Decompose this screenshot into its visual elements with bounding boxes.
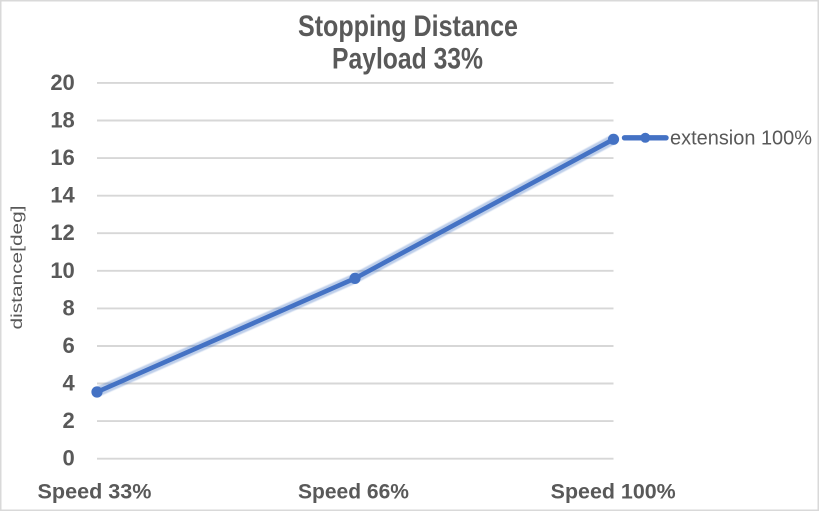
svg-text:6: 6 bbox=[63, 333, 75, 358]
svg-text:2: 2 bbox=[63, 408, 75, 433]
svg-text:16: 16 bbox=[50, 145, 74, 170]
svg-text:4: 4 bbox=[63, 371, 76, 396]
svg-text:0: 0 bbox=[63, 446, 75, 471]
svg-text:Speed 100%: Speed 100% bbox=[551, 481, 676, 504]
svg-text:8: 8 bbox=[63, 295, 75, 320]
svg-text:10: 10 bbox=[50, 258, 74, 283]
svg-text:Payload 33%: Payload 33% bbox=[332, 43, 483, 76]
svg-text:12: 12 bbox=[50, 220, 74, 245]
svg-text:18: 18 bbox=[50, 108, 74, 133]
svg-text:distance[deg]: distance[deg] bbox=[9, 206, 26, 330]
svg-text:Speed 66%: Speed 66% bbox=[298, 481, 409, 504]
svg-text:Speed 33%: Speed 33% bbox=[38, 481, 152, 504]
svg-text:20: 20 bbox=[50, 70, 74, 95]
svg-text:Stopping Distance: Stopping Distance bbox=[298, 10, 518, 43]
svg-text:extension 100%: extension 100% bbox=[670, 128, 812, 150]
svg-text:14: 14 bbox=[50, 183, 75, 208]
